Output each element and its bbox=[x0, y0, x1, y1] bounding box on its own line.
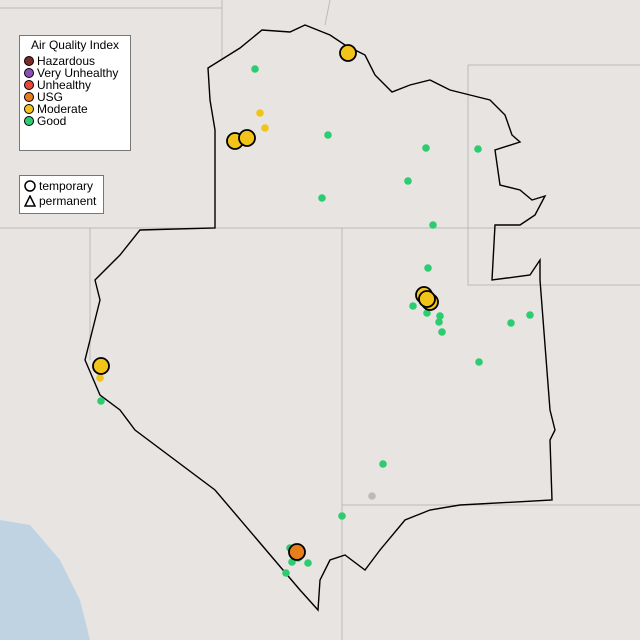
station-marker-good[interactable] bbox=[368, 492, 376, 500]
station-marker-good[interactable] bbox=[304, 559, 312, 567]
station-marker-good[interactable] bbox=[338, 512, 346, 520]
station-marker-good[interactable] bbox=[424, 264, 432, 272]
ocean bbox=[0, 520, 90, 640]
station-marker-good[interactable] bbox=[474, 145, 482, 153]
station-marker-good[interactable] bbox=[318, 194, 326, 202]
station-marker-good[interactable] bbox=[423, 309, 431, 317]
station-marker-good[interactable] bbox=[379, 460, 387, 468]
color-swatch-icon bbox=[24, 68, 34, 78]
legend-label: Very Unhealthy bbox=[37, 66, 119, 80]
legend-label: Good bbox=[37, 114, 67, 128]
legend-item-usg: USG bbox=[20, 90, 130, 104]
station-marker-moderate[interactable] bbox=[238, 129, 256, 147]
legend-item-good: Good bbox=[20, 114, 130, 128]
station-marker-moderate[interactable] bbox=[418, 290, 436, 308]
station-marker-good[interactable] bbox=[507, 319, 515, 327]
station-marker-good[interactable] bbox=[282, 569, 290, 577]
legend-label: permanent bbox=[39, 194, 97, 208]
triangle-icon bbox=[24, 195, 36, 207]
legend-label: temporary bbox=[39, 179, 94, 193]
station-marker-moderate[interactable] bbox=[261, 124, 269, 132]
circle-icon bbox=[24, 180, 36, 192]
markers bbox=[92, 44, 534, 577]
color-swatch-icon bbox=[24, 116, 34, 126]
legend-label: USG bbox=[37, 90, 64, 104]
station-marker-moderate[interactable] bbox=[256, 109, 264, 117]
station-marker-good[interactable] bbox=[404, 177, 412, 185]
legend-label: Hazardous bbox=[37, 54, 96, 68]
station-marker-good[interactable] bbox=[438, 328, 446, 336]
station-marker-good[interactable] bbox=[475, 358, 483, 366]
legend-item-unhealthy: Unhealthy bbox=[20, 78, 130, 92]
legend-item-permanent: permanent bbox=[20, 194, 103, 208]
station-marker-moderate[interactable] bbox=[92, 357, 110, 375]
station-marker-good[interactable] bbox=[97, 397, 105, 405]
color-swatch-icon bbox=[24, 80, 34, 90]
station-marker-good[interactable] bbox=[435, 318, 443, 326]
color-swatch-icon bbox=[24, 92, 34, 102]
station-marker-good[interactable] bbox=[526, 311, 534, 319]
station-marker-good[interactable] bbox=[429, 221, 437, 229]
station-marker-good[interactable] bbox=[251, 65, 259, 73]
aqi-legend: Air Quality Index Hazardous Very Unhealth… bbox=[19, 35, 131, 151]
shape-legend: temporary permanent bbox=[19, 175, 104, 214]
legend-item-very-unhealthy: Very Unhealthy bbox=[20, 66, 130, 80]
station-marker-good[interactable] bbox=[422, 144, 430, 152]
color-swatch-icon bbox=[24, 104, 34, 114]
legend-title: Air Quality Index bbox=[30, 38, 120, 52]
legend-item-temporary: temporary bbox=[20, 179, 103, 193]
legend-item-moderate: Moderate bbox=[20, 102, 130, 116]
region-boundary bbox=[84, 24, 556, 612]
station-marker-moderate[interactable] bbox=[96, 374, 104, 382]
legend-label: Moderate bbox=[37, 102, 88, 116]
station-marker-good[interactable] bbox=[324, 131, 332, 139]
station-marker-moderate[interactable] bbox=[339, 44, 357, 62]
legend-item-hazardous: Hazardous bbox=[20, 54, 130, 68]
station-marker-usg[interactable] bbox=[288, 543, 306, 561]
legend-label: Unhealthy bbox=[37, 78, 92, 92]
station-marker-good[interactable] bbox=[409, 302, 417, 310]
color-swatch-icon bbox=[24, 56, 34, 66]
station-marker-good[interactable] bbox=[436, 312, 444, 320]
